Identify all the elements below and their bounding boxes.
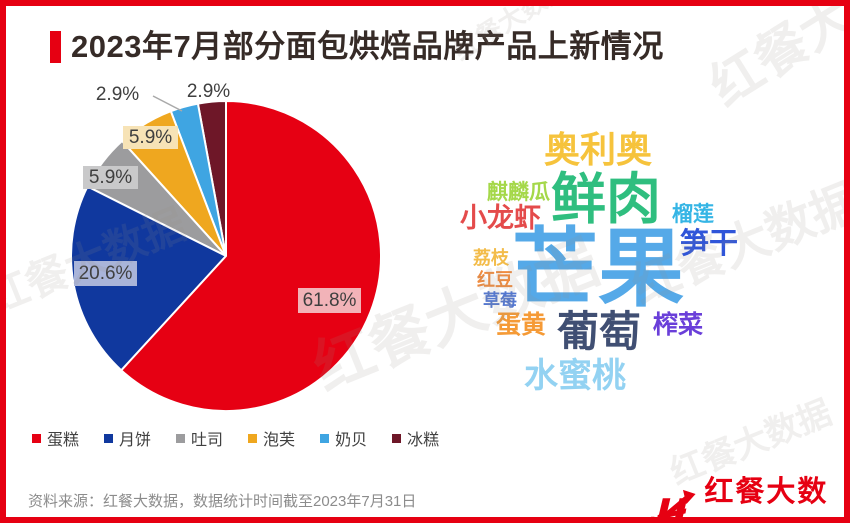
- pie-label-奶贝: 2.9%: [95, 83, 140, 105]
- wordcloud-word-水蜜桃: 水蜜桃: [524, 357, 626, 395]
- wordcloud-word-芒果: 芒果: [512, 221, 684, 317]
- pie-label-吐司: 5.9%: [83, 166, 138, 189]
- legend-label: 奶贝: [335, 432, 368, 449]
- pie-label-冰糕: 2.9%: [186, 80, 231, 102]
- wordcloud-word-鲜肉: 鲜肉: [551, 168, 662, 230]
- pie-slice-蛋糕: [119, 99, 382, 412]
- legend-label: 蛋糕: [47, 432, 80, 449]
- pie-chart: [70, 95, 382, 412]
- wordcloud-word-草莓: 草莓: [483, 291, 517, 310]
- legend-item-蛋糕: 蛋糕: [32, 426, 79, 450]
- legend-swatch-icon: [392, 433, 402, 443]
- wordcloud-word-蛋黄: 蛋黄: [496, 311, 547, 339]
- legend-swatch-icon: [104, 433, 114, 443]
- legend-item-奶贝: 奶贝: [320, 426, 367, 450]
- brand-logo-text: 红餐大数据: [704, 476, 829, 508]
- legend-swatch-icon: [248, 433, 258, 443]
- title-accent-bar: [50, 31, 61, 64]
- label-leader-line: [152, 95, 183, 112]
- pie-label-泡芙: 5.9%: [123, 126, 178, 149]
- legend-item-月饼: 月饼: [104, 426, 151, 450]
- pie-label-月饼: 20.6%: [74, 261, 137, 286]
- wordcloud: 奥利奥麒麟瓜 鲜肉 小龙虾 榴莲 芒果 笋干荔枝 红豆 草莓 蛋黄 葡萄 榨菜 水蜜桃: [446, 121, 844, 416]
- legend-label: 月饼: [119, 432, 152, 449]
- brand-logo: 红餐大数据: [646, 468, 844, 517]
- page-title: 2023年7月部分面包烘焙品牌产品上新情况: [71, 29, 664, 64]
- wordcloud-word-笋干: 笋干: [680, 228, 739, 260]
- legend-swatch-icon: [32, 433, 41, 443]
- wordcloud-word-榴莲: 榴莲: [672, 203, 714, 226]
- wordcloud-word-荔枝: 荔枝: [473, 248, 509, 268]
- wordcloud-word-榨菜: 榨菜: [653, 311, 704, 339]
- pie-label-蛋糕: 61.8%: [298, 288, 361, 313]
- legend-label: 吐司: [191, 432, 224, 449]
- chart-legend: 蛋糕 月饼 吐司 泡芙 奶贝 冰糕: [32, 426, 439, 450]
- data-source-note: 资料来源：红餐大数据，数据统计时间截至2023年7月31日: [28, 493, 417, 510]
- header: 2023年7月部分面包烘焙品牌产品上新情况: [50, 29, 664, 64]
- legend-swatch-icon: [320, 433, 330, 443]
- brand-logo-icon: [651, 489, 696, 517]
- legend-item-吐司: 吐司: [176, 426, 223, 450]
- wordcloud-word-红豆: 红豆: [477, 270, 513, 290]
- legend-label: 冰糕: [407, 432, 440, 449]
- wordcloud-word-小龙虾: 小龙虾: [460, 203, 541, 233]
- wordcloud-word-葡萄: 葡萄: [557, 308, 642, 355]
- legend-item-泡芙: 泡芙: [248, 426, 295, 450]
- wordcloud-word-奥利奥: 奥利奥: [544, 129, 653, 170]
- legend-swatch-icon: [176, 433, 186, 443]
- wordcloud-word-麒麟瓜: 麒麟瓜: [487, 181, 550, 204]
- pie-slice-月饼: [70, 185, 228, 372]
- legend-label: 泡芙: [263, 432, 296, 449]
- legend-item-冰糕: 冰糕: [392, 426, 439, 450]
- brand-watermark: 红餐大数据: [700, 0, 850, 118]
